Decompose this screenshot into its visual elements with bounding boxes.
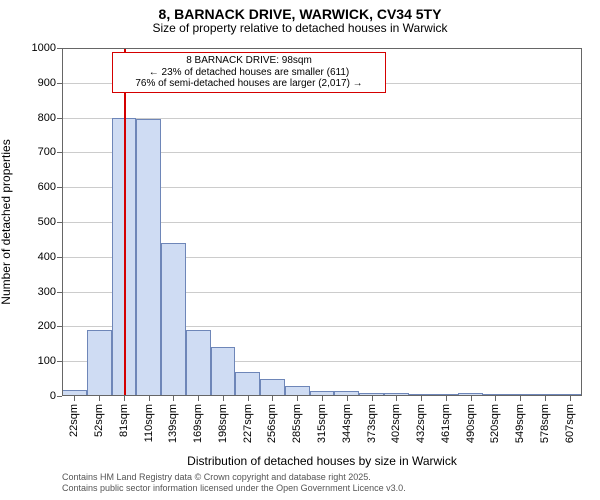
x-tick-label: 315sqm: [316, 404, 328, 443]
chart-container: 8, BARNACK DRIVE, WARWICK, CV34 5TY Size…: [0, 0, 600, 500]
x-tick: [545, 396, 546, 401]
x-tick-label: 110sqm: [143, 404, 155, 442]
x-tick-label: 373sqm: [366, 404, 378, 443]
x-tick-label: 490sqm: [465, 404, 477, 443]
attribution-line: Contains HM Land Registry data © Crown c…: [62, 472, 406, 483]
y-tick-label: 600: [38, 181, 62, 193]
x-tick-label: 432sqm: [415, 404, 427, 443]
y-tick-label: 200: [38, 320, 62, 332]
x-tick: [471, 396, 472, 401]
x-tick: [495, 396, 496, 401]
x-tick: [124, 396, 125, 401]
x-tick-label: 52sqm: [93, 404, 105, 437]
x-tick-label: 139sqm: [167, 404, 179, 443]
x-tick-label: 198sqm: [217, 404, 229, 443]
attribution-text: Contains HM Land Registry data © Crown c…: [62, 472, 406, 494]
x-tick: [272, 396, 273, 401]
y-tick-label: 700: [38, 146, 62, 158]
x-tick: [74, 396, 75, 401]
x-tick: [570, 396, 571, 401]
x-tick: [248, 396, 249, 401]
x-tick: [149, 396, 150, 401]
chart-title: 8, BARNACK DRIVE, WARWICK, CV34 5TY: [0, 0, 600, 22]
x-tick: [446, 396, 447, 401]
x-tick: [297, 396, 298, 401]
y-tick-label: 100: [38, 355, 62, 367]
x-tick: [223, 396, 224, 401]
chart-subtitle: Size of property relative to detached ho…: [0, 22, 600, 36]
x-tick: [198, 396, 199, 401]
x-tick-label: 461sqm: [440, 404, 452, 443]
y-tick-label: 500: [38, 216, 62, 228]
y-tick-label: 300: [38, 286, 62, 298]
x-tick: [99, 396, 100, 401]
x-tick-label: 81sqm: [118, 404, 130, 437]
x-tick-label: 169sqm: [192, 404, 204, 443]
y-tick-label: 400: [38, 251, 62, 263]
y-tick-label: 1000: [32, 42, 62, 54]
x-tick-label: 256sqm: [266, 404, 278, 443]
x-tick: [520, 396, 521, 401]
x-tick: [347, 396, 348, 401]
y-tick-label: 0: [50, 390, 62, 402]
y-axis-label: Number of detached properties: [0, 139, 13, 304]
x-tick: [421, 396, 422, 401]
x-tick-label: 22sqm: [68, 404, 80, 437]
x-tick-label: 227sqm: [242, 404, 254, 443]
y-tick-label: 900: [38, 77, 62, 89]
x-axis-label: Distribution of detached houses by size …: [187, 454, 457, 468]
x-tick-label: 344sqm: [341, 404, 353, 443]
attribution-line: Contains public sector information licen…: [62, 483, 406, 494]
x-tick: [372, 396, 373, 401]
x-tick-label: 402sqm: [390, 404, 402, 443]
x-tick-label: 285sqm: [291, 404, 303, 443]
x-tick-label: 607sqm: [564, 404, 576, 443]
x-tick-label: 549sqm: [514, 404, 526, 443]
x-tick: [322, 396, 323, 401]
x-tick: [396, 396, 397, 401]
plot-border: [62, 48, 582, 396]
x-tick-label: 520sqm: [489, 404, 501, 443]
x-tick: [173, 396, 174, 401]
x-tick-label: 578sqm: [539, 404, 551, 443]
plot-area: 8 BARNACK DRIVE: 98sqm← 23% of detached …: [62, 48, 582, 396]
y-tick-label: 800: [38, 112, 62, 124]
